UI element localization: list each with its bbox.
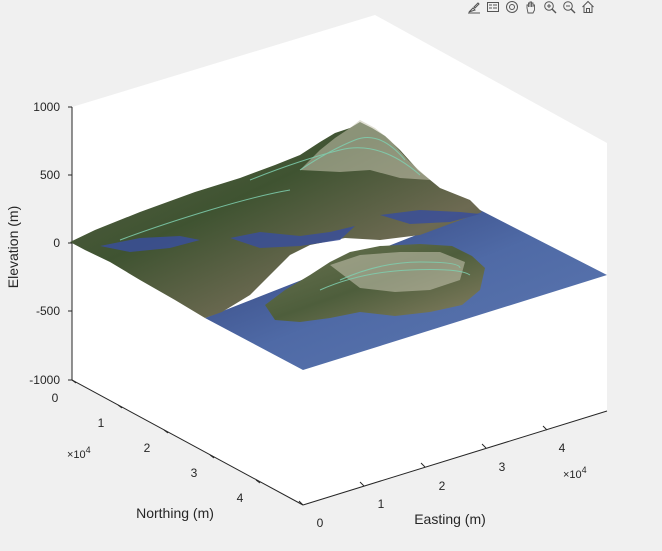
x-tick-label: 0	[317, 516, 324, 530]
z-tick-label: 500	[40, 168, 60, 182]
brush-icon[interactable]	[466, 0, 482, 14]
x-tick-label: 1	[378, 497, 385, 511]
pan-hand-icon[interactable]	[523, 0, 539, 14]
legend-icon[interactable]	[485, 0, 501, 14]
y-tick-label: 4	[237, 491, 244, 505]
water-inlets	[100, 210, 480, 252]
figure-toolbar	[466, 0, 596, 14]
y-tick-label: 0	[52, 391, 59, 405]
y-tick-label: 3	[191, 466, 198, 480]
contour-lines	[119, 137, 471, 291]
x-exponent-label: ×104	[563, 465, 587, 481]
x-axis-label: Easting (m)	[414, 511, 486, 527]
y-tick-label: 2	[144, 441, 151, 455]
x-tick-label: 4	[559, 441, 566, 455]
y-exponent-label: ×104	[67, 445, 91, 461]
z-tick-label: -500	[36, 304, 60, 318]
zoom-in-icon[interactable]	[542, 0, 558, 14]
z-tick-label: 1000	[33, 100, 60, 114]
x-axis: 0 1 2 3 4 ×104 Easting (m)	[298, 425, 587, 530]
x-tick-label: 3	[499, 460, 506, 474]
z-tick-label: -1000	[29, 373, 60, 387]
y-axis-label: Northing (m)	[136, 505, 214, 521]
z-axis: 1000 500 0 -500 -1000 Elevation (m)	[5, 100, 72, 387]
rotate-3d-icon[interactable]	[504, 0, 520, 14]
z-tick-label: 0	[53, 236, 60, 250]
zoom-out-icon[interactable]	[561, 0, 577, 14]
home-icon[interactable]	[580, 0, 596, 14]
y-tick-label: 1	[98, 416, 105, 430]
y-axis: 0 1 2 3 4 ×104 Northing (m)	[52, 379, 261, 521]
z-axis-label: Elevation (m)	[5, 206, 21, 288]
x-tick-label: 2	[439, 479, 446, 493]
